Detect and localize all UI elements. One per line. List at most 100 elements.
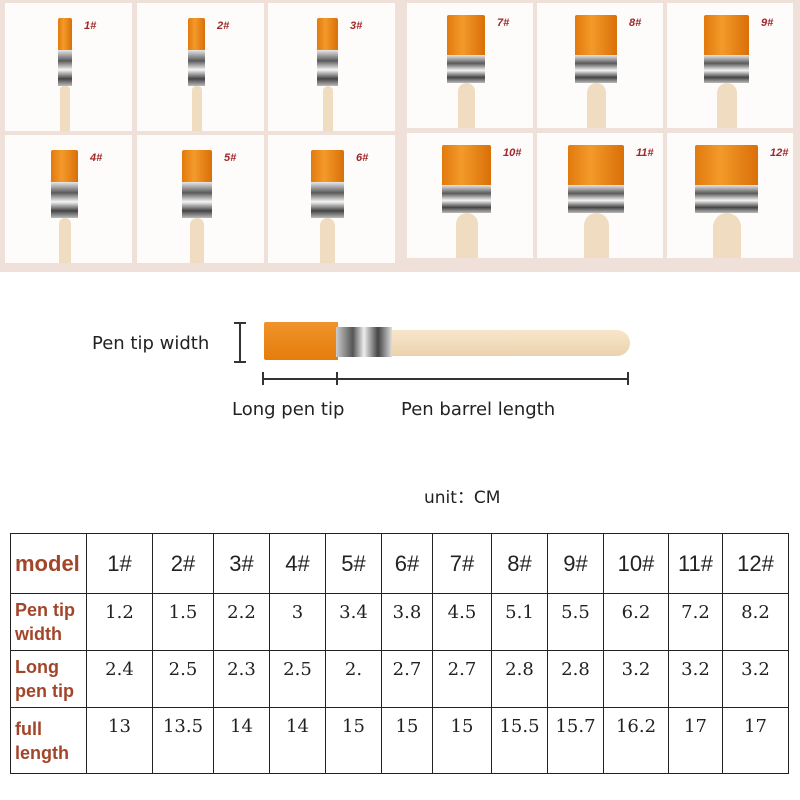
- column-header: 1#: [86, 533, 153, 594]
- dimension-line: [336, 372, 338, 385]
- dimension-line: [234, 361, 246, 363]
- table-cell: 13.5: [152, 707, 214, 774]
- brush-ferrule: [695, 185, 758, 213]
- brush-ferrule: [447, 55, 485, 83]
- brush-handle: [60, 86, 70, 131]
- table-cell: 2.5: [152, 650, 214, 708]
- column-header: 4#: [269, 533, 326, 594]
- brush-bristles: [447, 15, 485, 55]
- table-cell: 2.7: [381, 650, 433, 708]
- brush-bristles: [188, 18, 205, 50]
- brush-handle: [457, 83, 475, 128]
- table-cell: 8.2: [722, 593, 789, 651]
- brush-cell: 4#: [5, 135, 132, 263]
- brush-handle: [712, 213, 741, 258]
- table-cell: 15.5: [491, 707, 548, 774]
- table-cell: 15: [325, 707, 382, 774]
- brush-handle: [586, 83, 606, 128]
- column-header: 3#: [213, 533, 270, 594]
- brush-handle: [190, 218, 204, 263]
- column-header: 11#: [668, 533, 723, 594]
- brush-size-label: 10#: [503, 147, 522, 159]
- brush-bristles: [58, 18, 72, 50]
- column-header: 5#: [325, 533, 382, 594]
- brush-bristles: [695, 145, 758, 185]
- brush-size-label: 9#: [761, 17, 774, 29]
- table-cell: 7.2: [668, 593, 723, 651]
- brush-bristles: [264, 322, 338, 360]
- brush-ferrule: [336, 327, 392, 357]
- column-header: 7#: [432, 533, 492, 594]
- brush-handle: [322, 86, 333, 131]
- dimension-line: [262, 372, 264, 385]
- brush-handle: [58, 218, 71, 263]
- table-cell: 1.2: [86, 593, 153, 651]
- column-header: 12#: [722, 533, 789, 594]
- brush-size-label: 1#: [84, 20, 97, 32]
- table-cell: 3.2: [603, 650, 669, 708]
- header-model: model: [10, 533, 87, 594]
- brush-ferrule: [704, 55, 749, 83]
- table-cell: 3.2: [722, 650, 789, 708]
- brush-handle: [455, 213, 478, 258]
- brush-size-label: 3#: [350, 20, 363, 32]
- brush-handle: [392, 330, 630, 356]
- brush-bristles: [442, 145, 491, 185]
- column-header: 2#: [152, 533, 214, 594]
- pen-tip-width-label: Pen tip width: [92, 333, 210, 354]
- table-cell: 2.7: [432, 650, 492, 708]
- brush-size-label: 5#: [224, 152, 237, 164]
- table-cell: 2.8: [491, 650, 548, 708]
- table-cell: 15: [432, 707, 492, 774]
- table-cell: 15: [381, 707, 433, 774]
- brush-cell: 6#: [268, 135, 395, 263]
- table-cell: 2.4: [86, 650, 153, 708]
- dimension-line: [262, 378, 629, 380]
- table-cell: 16.2: [603, 707, 669, 774]
- brush-cell: 1#: [5, 3, 132, 131]
- table-cell: 1.5: [152, 593, 214, 651]
- size-table: model 1# 2# 3# 4# 5# 6# 7# 8# 9# 10# 11# 12# Pen ti…: [10, 533, 789, 774]
- brush-bristles: [568, 145, 624, 185]
- dimension-line: [627, 372, 629, 385]
- table-cell: 17: [722, 707, 789, 774]
- table-cell: 17: [668, 707, 723, 774]
- brush-handle: [320, 218, 335, 263]
- pen-barrel-length-label: Pen barrel length: [401, 399, 556, 420]
- brush-cell: 10#: [407, 133, 533, 258]
- table-cell: 3.8: [381, 593, 433, 651]
- table-cell: 2.3: [213, 650, 270, 708]
- row-label: full length: [10, 707, 87, 774]
- table-cell: 5.1: [491, 593, 548, 651]
- brush-size-label: 6#: [356, 152, 369, 164]
- brush-size-label: 8#: [629, 17, 642, 29]
- brush-bristles: [317, 18, 338, 50]
- table-cell: 2.5: [269, 650, 326, 708]
- brush-bristles: [51, 150, 78, 182]
- brush-handle: [583, 213, 609, 258]
- brush-ferrule: [575, 55, 617, 83]
- table-cell: 14: [213, 707, 270, 774]
- table-cell: 14: [269, 707, 326, 774]
- brush-cell: 9#: [667, 3, 793, 128]
- long-pen-tip-label: Long pen tip: [232, 399, 345, 420]
- dimension-line: [239, 322, 241, 362]
- row-label: Long pen tip: [10, 650, 87, 708]
- brush-bristles: [311, 150, 344, 182]
- brush-cell: 3#: [268, 3, 395, 131]
- table-cell: 2.: [325, 650, 382, 708]
- brush-bristles: [704, 15, 749, 55]
- row-label: Pen tip width: [10, 593, 87, 651]
- brush-cell: 11#: [537, 133, 663, 258]
- brush-ferrule: [317, 50, 338, 86]
- brush-ferrule: [182, 182, 212, 218]
- brush-size-label: 2#: [217, 20, 230, 32]
- brush-ferrule: [442, 185, 491, 213]
- table-cell: 2.8: [547, 650, 604, 708]
- brush-handle: [191, 86, 202, 131]
- brush-ferrule: [311, 182, 344, 218]
- table-cell: 13: [86, 707, 153, 774]
- column-header: 9#: [547, 533, 604, 594]
- column-header: 6#: [381, 533, 433, 594]
- table-cell: 6.2: [603, 593, 669, 651]
